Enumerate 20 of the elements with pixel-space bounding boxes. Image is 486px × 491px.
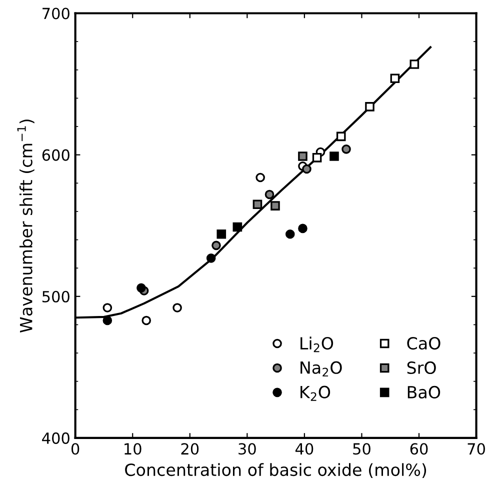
legend-label: Na$_{2}$O (300, 361, 342, 376)
y-tick-label: 600 (42, 149, 70, 161)
legend-label: CaO (407, 336, 440, 350)
y-tick-label: 700 (42, 8, 70, 20)
y-tick-label: 400 (42, 432, 70, 444)
x-tick-label: 10 (124, 443, 142, 455)
x-axis-title: Concentration of basic oxide (mol%) (125, 463, 426, 478)
x-tick-label: 40 (295, 443, 314, 455)
x-tick-label: 70 (468, 443, 485, 455)
x-tick-label: 20 (181, 443, 199, 455)
legend-label: SrO (407, 361, 436, 374)
legend-label: BaO (408, 386, 440, 399)
x-tick-label: 0 (71, 443, 80, 455)
x-tick-label: 50 (353, 443, 370, 455)
y-axis-title: Wavenumber shift (cm$^{−1}$) (17, 120, 34, 333)
y-tick-label: 500 (42, 290, 70, 302)
legend-label: Li$_{2}$O (300, 336, 334, 352)
x-tick-label: 60 (410, 443, 428, 455)
x-tick-label: 30 (238, 443, 256, 455)
legend-label: K$_{2}$O (300, 386, 330, 401)
